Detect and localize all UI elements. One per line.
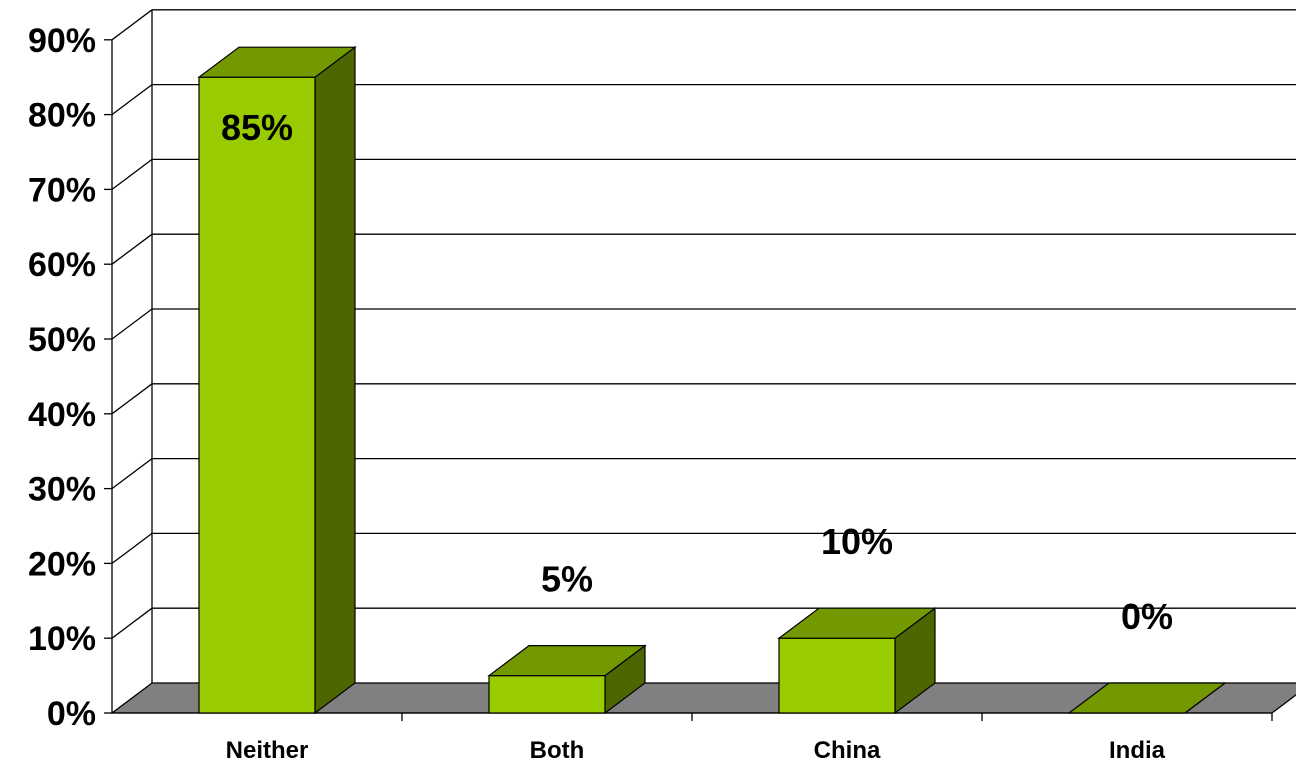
gridline-connector xyxy=(111,84,153,116)
gridline-connector xyxy=(111,607,153,639)
bar-top-face xyxy=(1067,682,1227,714)
x-tick-label: India xyxy=(1109,737,1166,764)
bar-top-face xyxy=(777,607,937,639)
bar-side-face xyxy=(314,46,356,715)
gridline-connector xyxy=(111,458,153,490)
y-tick-label: 80% xyxy=(28,97,96,135)
y-tick-label: 50% xyxy=(28,321,96,359)
bar-front-face xyxy=(488,674,606,714)
gridline-connector xyxy=(111,233,153,265)
data-label: 0% xyxy=(1121,596,1173,637)
gridline-connector xyxy=(111,9,153,41)
data-label: 85% xyxy=(221,107,293,148)
bar-neither xyxy=(197,46,357,715)
bar-front-face xyxy=(198,76,316,714)
bar-top-face xyxy=(197,46,357,78)
x-tick-label: Neither xyxy=(226,737,309,764)
gridline-connector xyxy=(111,158,153,190)
x-tick-label: Both xyxy=(530,737,585,764)
gridline-connector xyxy=(111,532,153,564)
x-tick-label: China xyxy=(814,737,881,764)
gridline-connector xyxy=(111,383,153,415)
bar-top-face xyxy=(487,644,647,677)
bar-china xyxy=(777,607,937,715)
bar-india xyxy=(1067,682,1227,714)
y-tick-label: 10% xyxy=(28,620,96,658)
gridline-connector xyxy=(111,308,153,340)
bar-both xyxy=(487,644,647,715)
y-tick-label: 30% xyxy=(28,471,96,509)
y-tick-label: 90% xyxy=(28,22,96,60)
y-tick-label: 60% xyxy=(28,246,96,284)
bar-front-face xyxy=(778,637,896,714)
y-tick-label: 40% xyxy=(28,396,96,434)
data-label: 5% xyxy=(541,559,593,600)
y-tick-label: 70% xyxy=(28,171,96,209)
y-tick-label: 20% xyxy=(28,545,96,583)
y-tick-label: 0% xyxy=(47,695,96,733)
data-label: 10% xyxy=(821,521,893,562)
